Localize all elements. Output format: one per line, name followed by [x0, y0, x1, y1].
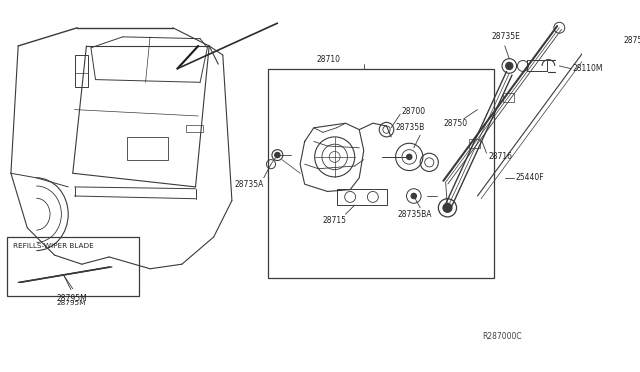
Bar: [268, 69, 494, 278]
Text: 28750: 28750: [444, 119, 468, 128]
Text: 28716: 28716: [488, 153, 513, 161]
Text: 28110M: 28110M: [573, 64, 604, 73]
Bar: [7, 237, 139, 296]
Text: 28735BA: 28735BA: [397, 210, 432, 219]
Bar: [75, 55, 88, 87]
Circle shape: [411, 193, 417, 199]
Circle shape: [406, 154, 412, 160]
Circle shape: [506, 62, 513, 70]
Bar: [186, 125, 203, 132]
Circle shape: [443, 203, 452, 212]
Text: 28735E: 28735E: [491, 32, 520, 41]
Bar: [468, 139, 479, 148]
Text: 28795M: 28795M: [56, 300, 86, 306]
Text: 28710: 28710: [317, 55, 340, 64]
Text: 28715: 28715: [323, 216, 347, 225]
Bar: [527, 61, 547, 71]
Bar: [502, 93, 514, 102]
Text: REFILLS-WIPER BLADE: REFILLS-WIPER BLADE: [13, 243, 93, 249]
Bar: [337, 189, 387, 205]
Text: 28735A: 28735A: [235, 180, 264, 189]
Text: 25440F: 25440F: [516, 173, 544, 182]
Circle shape: [275, 153, 280, 158]
Text: 28735B: 28735B: [396, 123, 425, 132]
Text: 28795M: 28795M: [56, 294, 87, 303]
Text: 28755: 28755: [624, 36, 640, 45]
Text: 28700: 28700: [402, 107, 426, 116]
Bar: [127, 137, 168, 160]
Text: R287000C: R287000C: [482, 333, 522, 341]
